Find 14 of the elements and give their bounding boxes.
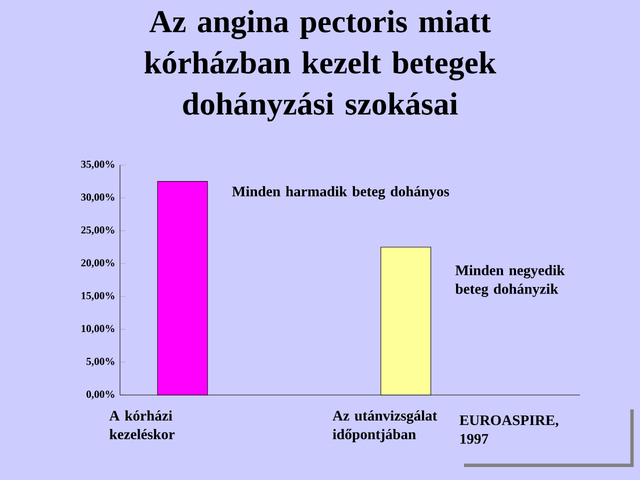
- y-tick-label: 10,00%: [82, 324, 114, 334]
- x-tick-label: A kórházi kezeléskor: [109, 410, 175, 440]
- y-tick-label: 5,00%: [86, 358, 114, 366]
- y-tick-label: 20,00%: [81, 259, 114, 268]
- x-tick-label: Az utánvizsgálat időpontjában: [332, 410, 438, 442]
- y-tick-label: 25,00%: [81, 226, 114, 236]
- y-tick-label: 35,00%: [81, 160, 114, 170]
- annotation: Minden negyedik beteg dohányzik: [455, 264, 565, 297]
- text: EUROASPIRE, 1997: [460, 415, 558, 444]
- y-tick-label: 30,00%: [81, 194, 114, 202]
- annotation: Minden harmadik beteg dohányos: [232, 186, 450, 200]
- chart-title: Az angina pectoris miatt kórházban kezelt betegek dohányzási szokásai: [144, 10, 496, 122]
- y-tick-label: 0,00%: [86, 390, 114, 400]
- y-tick-label: 15,00%: [82, 292, 114, 301]
